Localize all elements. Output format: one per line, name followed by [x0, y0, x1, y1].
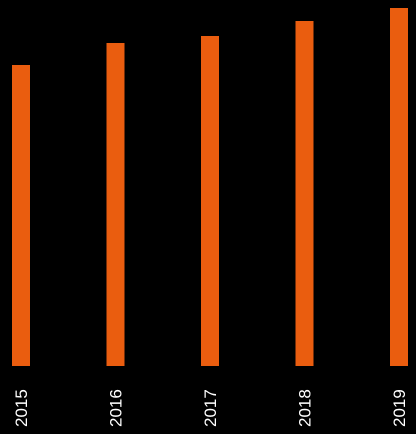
bar-2016 [106, 43, 125, 366]
bar-2017 [201, 36, 219, 366]
x-tick-label-2019: 2019 [390, 389, 409, 427]
bar-group [12, 8, 408, 366]
bar-2018 [295, 21, 314, 366]
x-tick-labels: 2015 2016 2017 2018 2019 [12, 389, 409, 427]
bar-2015 [12, 65, 30, 366]
bar-2019 [390, 8, 408, 366]
x-tick-label-2015: 2015 [12, 389, 31, 427]
x-tick-label-2018: 2018 [296, 389, 315, 427]
x-tick-label-2016: 2016 [107, 389, 126, 427]
x-tick-label-2017: 2017 [201, 389, 220, 427]
